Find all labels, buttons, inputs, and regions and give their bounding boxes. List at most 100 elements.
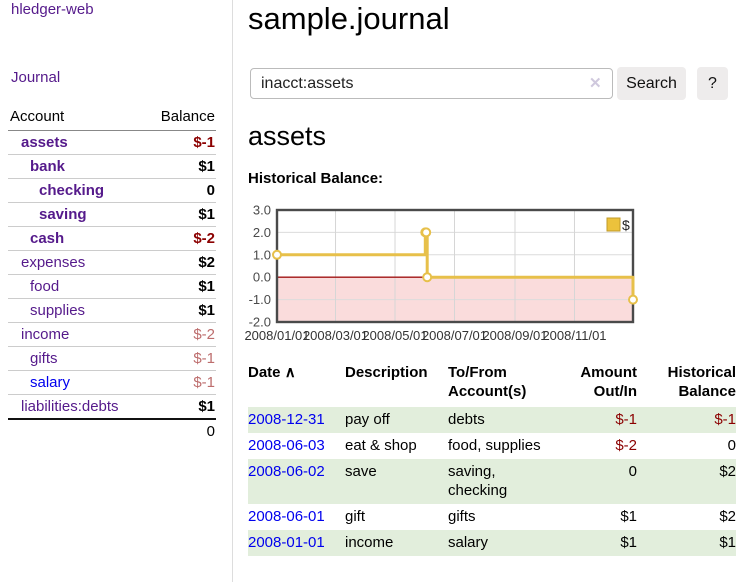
account-row: supplies $1 <box>8 298 216 323</box>
transaction-accounts-cell: gifts <box>448 508 476 525</box>
account-row: cash $-2 <box>8 226 216 251</box>
transaction-accounts-cell: food, supplies <box>448 437 541 454</box>
page-title: sample.journal <box>248 1 450 36</box>
transaction-description-cell: eat & shop <box>345 437 417 454</box>
account-balance: $-2 <box>145 322 216 347</box>
register-row: 2008-12-31 pay off debts $-1 $-1 <box>248 407 736 433</box>
svg-text:3.0: 3.0 <box>253 203 271 218</box>
register-row: 2008-06-01 gift gifts $1 $2 <box>248 504 736 530</box>
search-input[interactable] <box>250 68 613 99</box>
transaction-description-cell: income <box>345 530 448 556</box>
account-balance: $-1 <box>145 346 216 371</box>
transaction-description-cell: save <box>345 459 448 504</box>
svg-text:2008/03/01: 2008/03/01 <box>303 328 368 343</box>
accounts-total-value: 0 <box>145 418 216 443</box>
account-balance: $-1 <box>193 134 215 151</box>
account-link-bank[interactable]: bank <box>30 158 66 175</box>
account-link-income[interactable]: income <box>21 326 70 343</box>
transaction-amount-cell: 0 <box>560 459 637 504</box>
transaction-balance-cell: $2 <box>719 508 736 525</box>
sidebar: hledger-web Journal Account Balance asse… <box>0 0 233 582</box>
svg-text:0.0: 0.0 <box>253 270 271 285</box>
account-balance: $1 <box>145 394 216 419</box>
transaction-balance-cell: 0 <box>727 437 736 454</box>
clear-search-icon[interactable]: ✕ <box>589 75 602 92</box>
transaction-accounts-cell: saving, checking <box>448 459 560 504</box>
account-balance: $-2 <box>145 226 216 251</box>
tofrom-column-header: To/From Account(s) <box>448 364 527 400</box>
transaction-balance-cell: $2 <box>637 459 736 504</box>
account-row: bank $1 <box>8 154 216 179</box>
transaction-balance-cell: $-1 <box>637 407 736 433</box>
account-row: assets $-1 <box>8 131 216 155</box>
transaction-amount-cell: $-2 <box>615 437 637 454</box>
sort-ascending-icon: ∧ <box>284 364 296 381</box>
date-column-header[interactable]: Date ∧ <box>248 364 296 381</box>
account-link-liabilities-debts[interactable]: liabilities:debts <box>21 398 119 415</box>
accounts-total-row: 0 <box>8 418 216 443</box>
svg-text:-2.0: -2.0 <box>249 315 271 330</box>
transaction-date-link[interactable]: 2008-01-01 <box>248 534 325 551</box>
account-row: food $1 <box>8 274 216 299</box>
account-balance: 0 <box>145 178 216 203</box>
register-row: 2008-06-03 eat & shop food, supplies $-2 0 <box>248 433 736 459</box>
svg-text:2008/01/01: 2008/01/01 <box>244 328 309 343</box>
chart-section-label: Historical Balance: <box>248 170 384 187</box>
account-table-header: Account Balance <box>8 100 216 131</box>
transaction-date-cell: 2008-12-31 <box>248 407 345 433</box>
account-column-header: Account <box>8 100 146 131</box>
svg-text:2.0: 2.0 <box>253 225 271 240</box>
transaction-date-cell: 2008-06-03 <box>248 433 345 459</box>
transaction-date-cell: 2008-01-01 <box>248 530 345 556</box>
transaction-date-cell: 2008-06-02 <box>248 459 345 504</box>
account-link-gifts[interactable]: gifts <box>30 350 58 367</box>
search-button[interactable]: Search <box>617 67 686 100</box>
account-link-saving[interactable]: saving <box>39 206 87 223</box>
svg-text:2008/11/01: 2008/11/01 <box>542 328 606 343</box>
transaction-description-cell: gift <box>345 508 366 525</box>
transaction-amount-cell: $1 <box>560 530 637 556</box>
balance-column-header-main: Historical Balance <box>667 364 736 400</box>
current-account-heading: assets <box>248 121 327 151</box>
amount-column-header: Amount Out/In <box>580 364 637 400</box>
account-link-expenses[interactable]: expenses <box>21 254 86 271</box>
account-balance: $2 <box>145 250 216 275</box>
app-title-link[interactable]: hledger-web <box>11 1 94 18</box>
account-balance: $1 <box>145 202 216 227</box>
register-header-row: Date ∧ Description To/From Account(s) Am… <box>248 363 736 407</box>
account-row: saving $1 <box>8 202 216 227</box>
account-row: liabilities:debts $1 <box>8 394 216 419</box>
svg-text:-1.0: -1.0 <box>249 292 271 307</box>
account-link-supplies[interactable]: supplies <box>30 302 86 319</box>
balance-column-header: Balance <box>145 100 216 131</box>
account-link-salary[interactable]: salary <box>30 374 71 391</box>
svg-text:2008/09/01: 2008/09/01 <box>482 328 547 343</box>
svg-text:1.0: 1.0 <box>253 247 271 262</box>
account-row: gifts $-1 <box>8 346 216 371</box>
svg-text:2008/07/01: 2008/07/01 <box>422 328 487 343</box>
account-balance: $1 <box>145 154 216 179</box>
account-link-cash[interactable]: cash <box>30 230 65 247</box>
transaction-date-link[interactable]: 2008-06-03 <box>248 437 325 454</box>
svg-text:$: $ <box>622 217 630 233</box>
account-balance: $1 <box>145 274 216 299</box>
sidebar-item-journal[interactable]: Journal <box>11 69 61 86</box>
transaction-amount-cell: $-1 <box>560 407 637 433</box>
account-row: salary $-1 <box>8 370 216 395</box>
account-row: checking 0 <box>8 178 216 203</box>
transaction-balance-cell: $1 <box>637 530 736 556</box>
transaction-date-link[interactable]: 2008-06-02 <box>248 463 325 480</box>
account-row: income $-2 <box>8 322 216 347</box>
register-row: 2008-06-02 save saving, checking 0 $2 <box>248 459 736 504</box>
svg-text:2008/05/01: 2008/05/01 <box>362 328 427 343</box>
register-row: 2008-01-01 income salary $1 $1 <box>248 530 736 556</box>
description-column-header: Description <box>345 364 428 381</box>
transaction-date-link[interactable]: 2008-06-01 <box>248 508 325 525</box>
transaction-accounts-cell: debts <box>448 407 560 433</box>
account-link-food[interactable]: food <box>30 278 60 295</box>
account-row: expenses $2 <box>8 250 216 275</box>
transaction-date-link[interactable]: 2008-12-31 <box>248 411 325 428</box>
account-link-assets[interactable]: assets <box>21 134 68 151</box>
account-link-checking[interactable]: checking <box>39 182 105 199</box>
search-help-button[interactable]: ? <box>697 67 728 100</box>
